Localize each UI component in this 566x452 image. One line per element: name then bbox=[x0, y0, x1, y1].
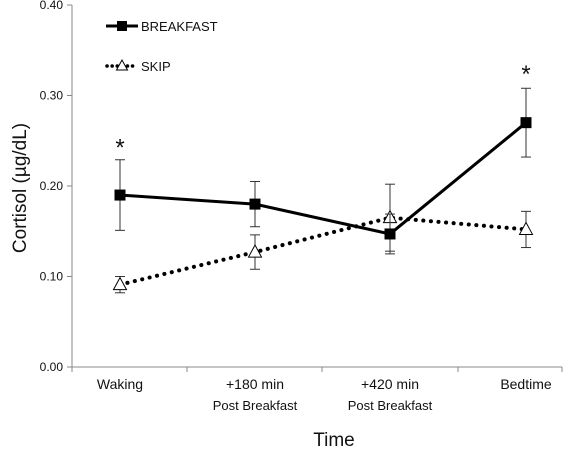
x-axis-title: Time bbox=[313, 430, 355, 451]
x-category-sublabel: Post Breakfast bbox=[213, 398, 298, 413]
data-point-triangle bbox=[518, 221, 534, 235]
y-tick-label: 0.30 bbox=[40, 89, 64, 103]
y-axis-title: Cortisol (µg/dL) bbox=[10, 123, 31, 253]
legend-label: SKIP bbox=[141, 59, 171, 74]
series-line bbox=[119, 121, 527, 236]
y-tick-label: 0.00 bbox=[40, 360, 64, 374]
legend-marker-square bbox=[117, 21, 127, 31]
x-category-sublabel: Post Breakfast bbox=[348, 398, 433, 413]
data-point-square bbox=[249, 198, 261, 210]
legend-item-skip: SKIP bbox=[105, 58, 171, 74]
y-tick-label: 0.40 bbox=[40, 0, 64, 12]
significance-star: * bbox=[115, 134, 124, 161]
data-point-square bbox=[520, 117, 532, 129]
x-category-label: +180 min bbox=[226, 376, 284, 392]
significance-star: * bbox=[521, 61, 530, 88]
y-tick-label: 0.10 bbox=[40, 270, 64, 284]
y-tick-label: 0.20 bbox=[40, 179, 64, 193]
annotations: ** bbox=[115, 61, 530, 161]
series-line bbox=[118, 215, 528, 287]
data-point-square bbox=[384, 228, 396, 240]
y-ticks: 0.00 0.10 0.20 0.30 0.40 bbox=[40, 0, 72, 374]
series-skip bbox=[112, 183, 534, 294]
data-point-square bbox=[114, 189, 126, 201]
x-category-label: Bedtime bbox=[500, 376, 552, 392]
series-breakfast bbox=[114, 87, 532, 255]
data-point-triangle bbox=[247, 244, 263, 258]
legend-marker-triangle bbox=[115, 58, 129, 71]
data-point-triangle bbox=[112, 276, 128, 291]
legend: BREAKFAST SKIP bbox=[105, 19, 218, 74]
x-category-label: Waking bbox=[97, 376, 143, 392]
legend-label: BREAKFAST bbox=[141, 19, 218, 34]
x-ticks: Waking +180 min Post Breakfast +420 min Post… bbox=[71, 367, 563, 413]
series bbox=[112, 87, 534, 294]
x-category-label: +420 min bbox=[361, 376, 419, 392]
legend-item-breakfast: BREAKFAST bbox=[106, 19, 218, 34]
